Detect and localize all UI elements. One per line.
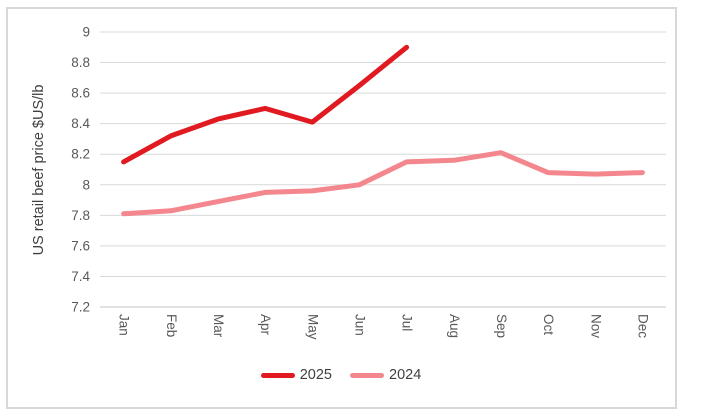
x-tick-label: Sep (494, 314, 509, 338)
x-tick-label: Aug (447, 314, 462, 338)
y-tick-label: 8 (82, 177, 90, 192)
x-tick-label: Nov (588, 314, 603, 338)
series-line-2024 (121, 150, 645, 217)
y-axis-tick-labels: 7.2 7.4 7.6 7.8 8 8.2 8.4 8.6 8.8 9 (71, 25, 90, 315)
y-axis-title: US retail beef price $US/lb (31, 85, 47, 256)
y-tick-label: 7.6 (71, 238, 90, 253)
x-tick-label: Feb (164, 314, 179, 337)
legend-item-2025: 2025 (260, 367, 332, 383)
x-tick-label: Oct (541, 314, 556, 335)
x-tick-label: Jan (117, 314, 132, 336)
legend-item-2024: 2024 (350, 368, 421, 383)
y-tick-label: 9 (82, 25, 90, 40)
y-tick-label: 8.2 (71, 147, 90, 162)
y-tick-label: 8.8 (71, 55, 90, 70)
y-tick-label: 8.4 (71, 116, 90, 131)
x-axis-tick-labels: Jan Feb Mar Apr May Jun Jul Aug Sep Oct Nov Dec (117, 314, 651, 340)
y-tick-label: 8.6 (71, 86, 90, 101)
legend: 2025 2024 (7, 368, 675, 383)
y-tick-label: 7.8 (71, 208, 90, 223)
y-tick-label: 7.2 (71, 300, 90, 315)
y-tick-label: 7.4 (71, 269, 90, 284)
grid-layer (100, 31, 666, 308)
legend-label-2025: 2025 (299, 367, 332, 383)
x-tick-label: Apr (258, 314, 273, 336)
x-tick-label: Jun (352, 314, 367, 336)
legend-line-icon-2024 (350, 372, 384, 378)
legend-line-icon-2025 (260, 372, 295, 378)
chart-border-frame (6, 7, 677, 409)
x-tick-label: Dec (635, 314, 650, 338)
x-tick-label: May (305, 314, 320, 340)
series-layer (121, 44, 645, 217)
series-line-2025 (121, 44, 410, 165)
x-tick-label: Jul (400, 314, 415, 331)
x-tick-label: Mar (211, 314, 226, 338)
legend-label-2024: 2024 (389, 367, 422, 383)
